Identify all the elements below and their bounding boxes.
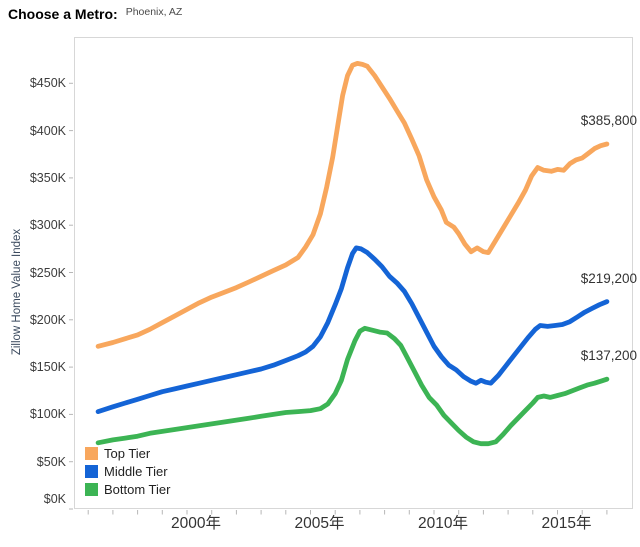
metro-select[interactable]: Phoenix, AZ bbox=[125, 6, 183, 18]
bottom-tier-swatch-icon bbox=[85, 482, 98, 496]
y-tick-label: $450K bbox=[29, 76, 66, 91]
bottom-tier-end-label: $137,200 bbox=[580, 348, 637, 364]
legend-item-middle-tier[interactable]: Middle Tier bbox=[85, 462, 170, 480]
legend: Top Tier Middle Tier Bottom Tier bbox=[85, 444, 170, 498]
legend-item-bottom-tier[interactable]: Bottom Tier bbox=[85, 480, 170, 498]
choose-metro-label: Choose a Metro: bbox=[8, 6, 118, 22]
x-tick-label: 2000年 bbox=[171, 515, 221, 532]
middle-tier-swatch-icon bbox=[85, 464, 98, 478]
legend-item-top-tier[interactable]: Top Tier bbox=[85, 444, 170, 462]
y-tick-label: $150K bbox=[29, 360, 66, 375]
top-tier-line[interactable] bbox=[95, 61, 610, 349]
top-tier-end-label: $385,800 bbox=[580, 113, 637, 129]
y-tick-label: $350K bbox=[29, 170, 66, 185]
y-tick-label: $300K bbox=[29, 218, 66, 233]
metro-parameter-control: Choose a Metro: Phoenix, AZ bbox=[8, 6, 182, 24]
y-axis-title: Zillow Home Value Index bbox=[11, 228, 23, 356]
x-tick-label: 2010年 bbox=[418, 515, 468, 532]
legend-label: Bottom Tier bbox=[104, 481, 171, 497]
y-tick-label: $200K bbox=[29, 312, 66, 327]
x-tick-label: 2005年 bbox=[294, 515, 345, 532]
y-tick-label: $250K bbox=[29, 265, 66, 280]
legend-label: Top Tier bbox=[104, 445, 151, 461]
y-tick-label: $400K bbox=[29, 123, 66, 138]
middle-tier-line[interactable] bbox=[95, 245, 610, 415]
y-tick-label: $50K bbox=[36, 454, 66, 469]
bottom-tier-line[interactable] bbox=[95, 325, 610, 447]
x-tick-label: 2015年 bbox=[541, 515, 592, 532]
legend-label: Middle Tier bbox=[104, 463, 168, 479]
y-tick-label: $0K bbox=[43, 492, 66, 506]
plot-area bbox=[74, 37, 633, 509]
middle-tier-end-label: $219,200 bbox=[580, 270, 637, 286]
y-tick-label: $100K bbox=[29, 407, 66, 422]
top-tier-swatch-icon bbox=[85, 446, 98, 460]
